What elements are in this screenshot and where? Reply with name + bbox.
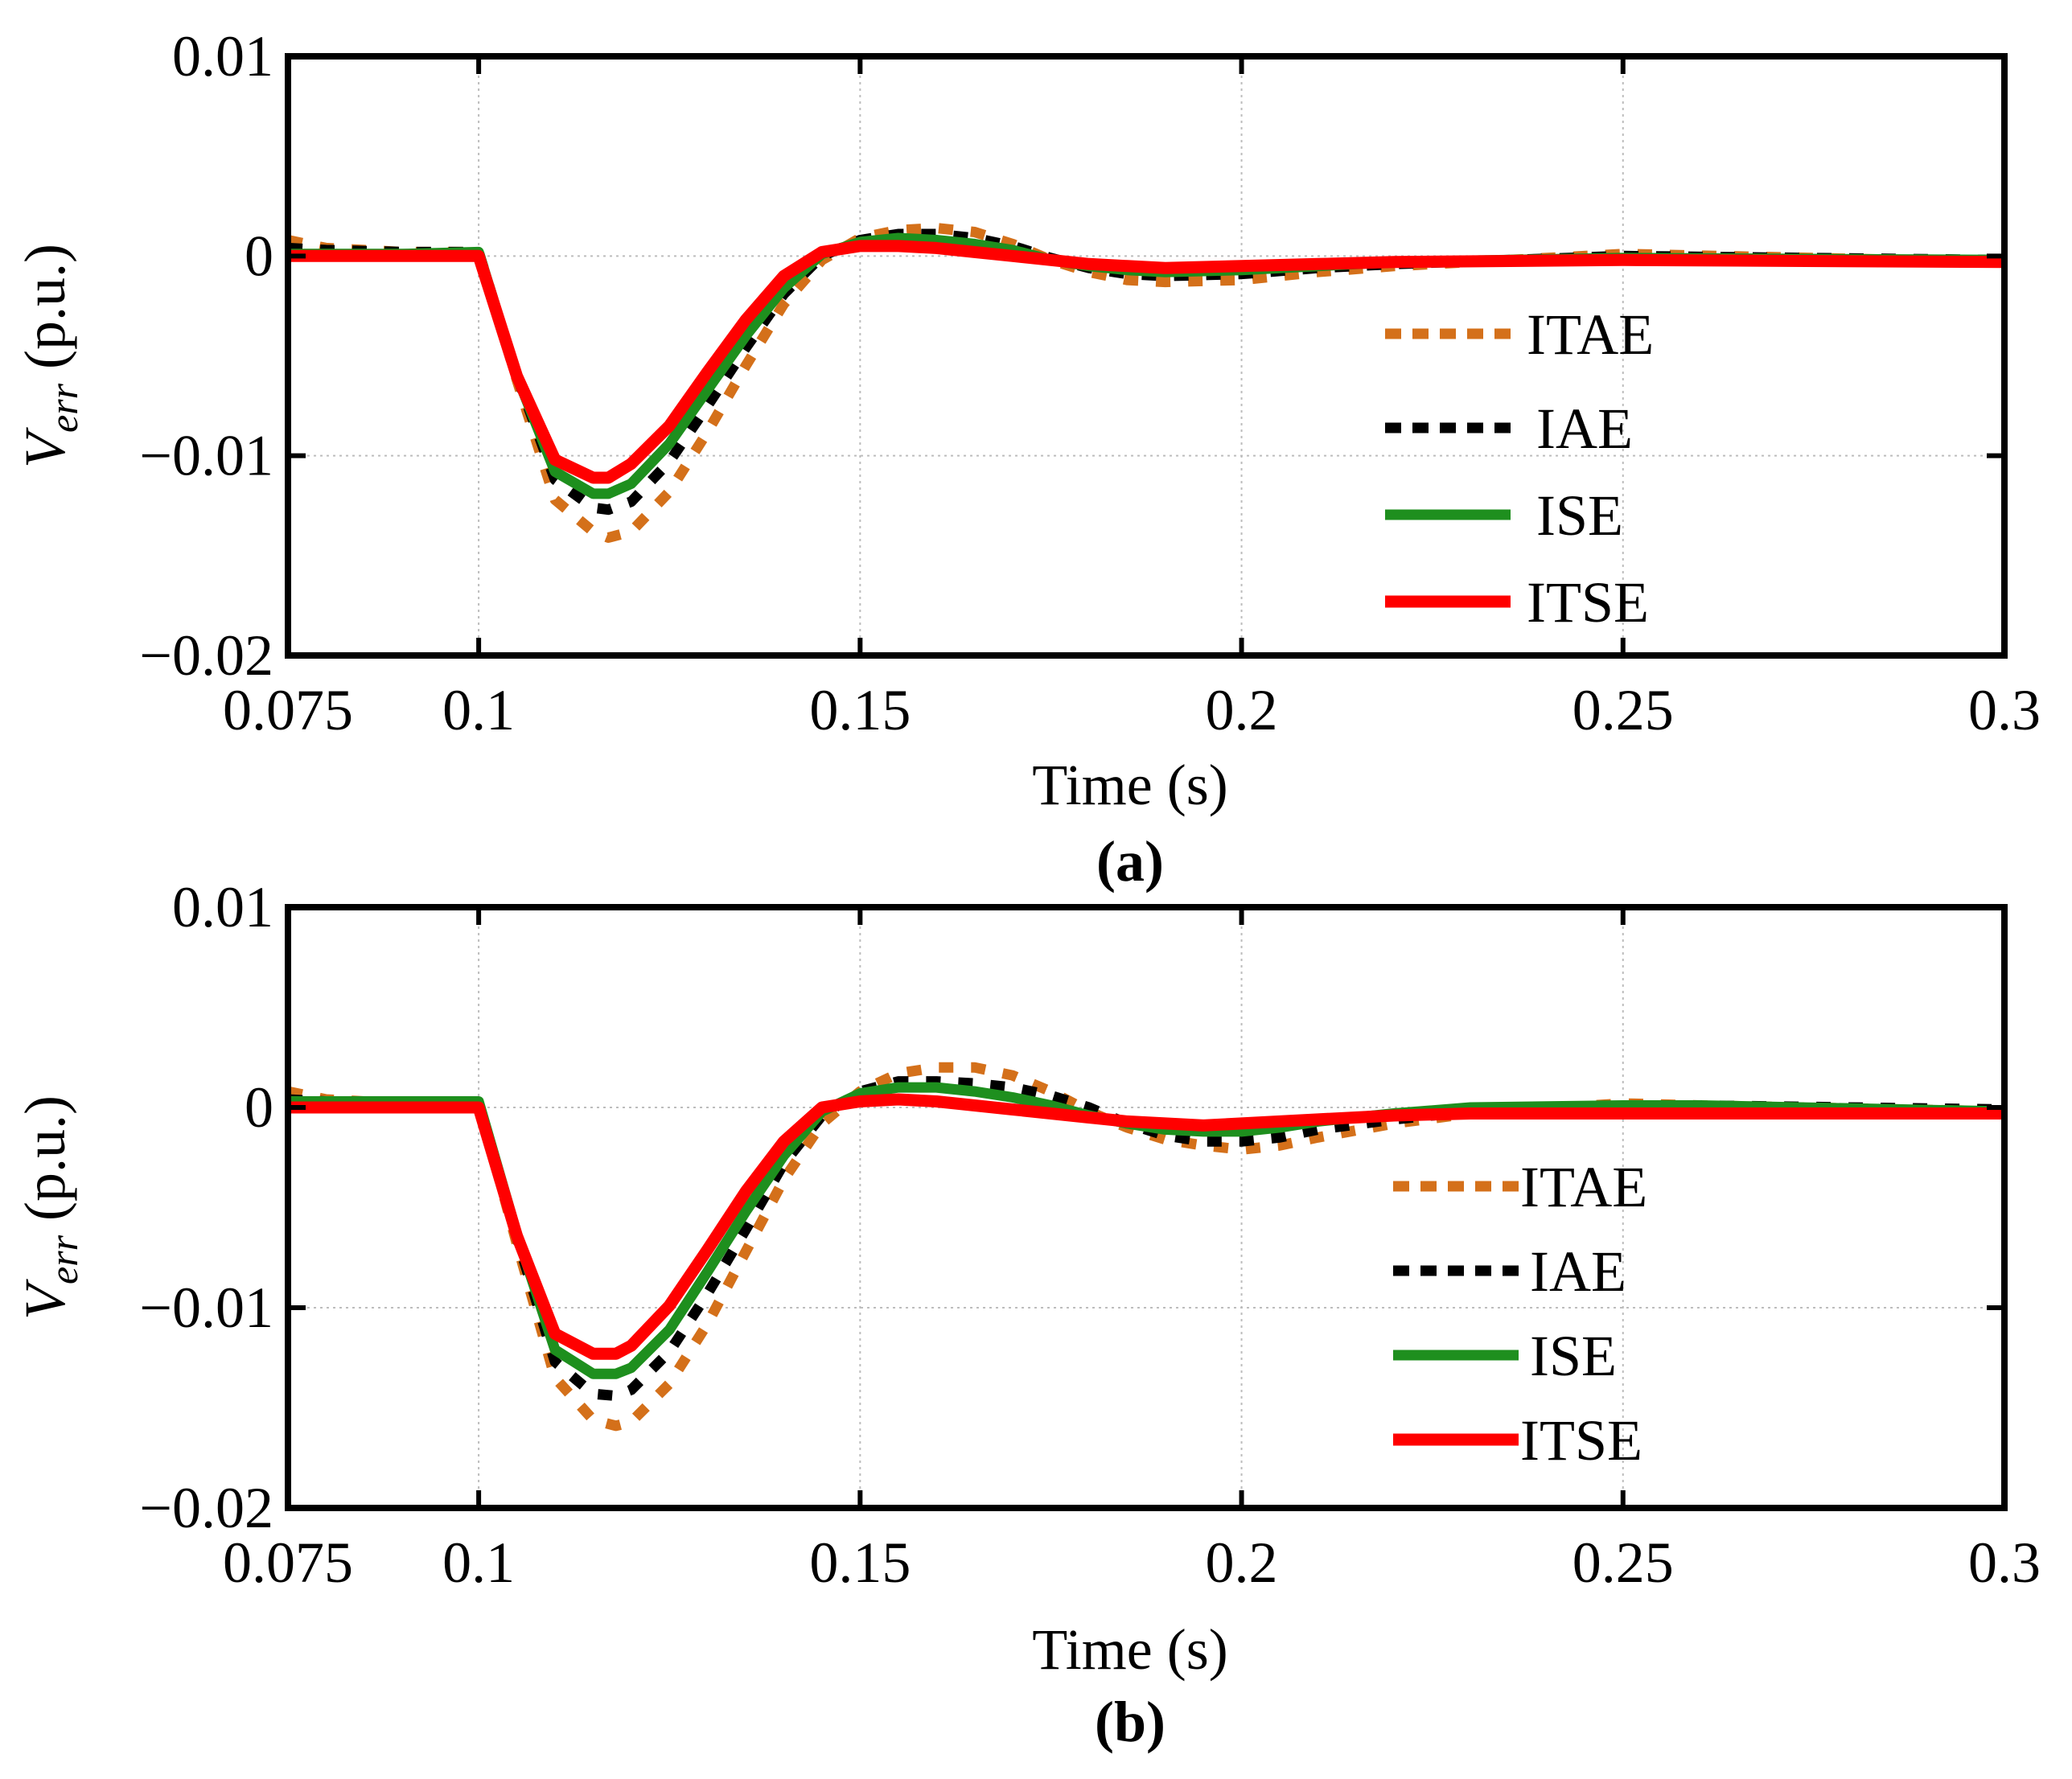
- axes-box: [285, 904, 2008, 1511]
- series-line-itse: [288, 1093, 2004, 1360]
- y-axis-label-subscript: err: [41, 1235, 86, 1284]
- y-tick-label: −0.01: [139, 1276, 273, 1340]
- x-tick-label: 0.25: [1572, 1530, 1674, 1595]
- x-tick-label: 0.1: [442, 1530, 515, 1595]
- axes-box: [285, 53, 2008, 659]
- x-tick-label: 0.2: [1206, 1530, 1278, 1595]
- panel-label: (b): [1095, 1690, 1166, 1754]
- legend-label-itse: ITSE: [1527, 570, 1649, 635]
- y-tick-label: −0.02: [139, 1476, 273, 1540]
- series-line-itse: [288, 240, 2004, 484]
- panel-a: 0.075 0.1 0.15 0.2 0.25 0.3 0.01 0 −0.01 −0.02 Tim…: [13, 24, 2041, 894]
- x-tick-label: 0.25: [1572, 678, 1674, 742]
- legend-label-iae: IAE: [1530, 1239, 1626, 1304]
- y-tick-label: 0: [245, 1075, 273, 1140]
- y-axis-label: Verr (p.u.): [13, 1095, 86, 1320]
- y-tick-label: −0.02: [139, 623, 273, 688]
- x-tick-label: 0.3: [1968, 678, 2041, 742]
- y-axis-label-main: V: [13, 1279, 77, 1320]
- legend-label-itse: ITSE: [1520, 1408, 1642, 1473]
- x-axis-label: Time (s): [1032, 753, 1227, 817]
- x-axis-label: Time (s): [1032, 1617, 1227, 1682]
- series-group: [288, 223, 2004, 543]
- legend-label-iae: IAE: [1536, 396, 1633, 461]
- legend-label-itae: ITAE: [1520, 1155, 1647, 1219]
- y-axis-label-subscript: err: [41, 383, 86, 433]
- series-line-itae: [288, 1062, 2004, 1432]
- x-tick-label: 0.15: [809, 1530, 911, 1595]
- legend-label-itae: ITAE: [1527, 302, 1654, 367]
- x-tick-label: 0.3: [1968, 1530, 2041, 1595]
- y-axis-label-main: V: [13, 427, 77, 468]
- y-tick-label: 0: [245, 224, 273, 288]
- y-axis-label-unit: (p.u.): [13, 1095, 77, 1235]
- y-axis-label: Verr (p.u.): [13, 244, 86, 468]
- panel-b: 0.075 0.1 0.15 0.2 0.25 0.3 0.01 0 −0.01 −0.02 Tim…: [13, 875, 2041, 1754]
- x-tick-label: 0.1: [442, 678, 515, 742]
- x-tick-label: 0.075: [223, 1530, 353, 1595]
- series-line-iae: [288, 1076, 2004, 1402]
- y-tick-label: 0.01: [172, 875, 273, 939]
- panel-label: (a): [1096, 829, 1164, 894]
- x-tick-label: 0.2: [1206, 678, 1278, 742]
- y-tick-label: −0.01: [139, 424, 273, 488]
- y-tick-label: 0.01: [172, 24, 273, 88]
- y-axis-label-unit: (p.u.): [13, 244, 77, 384]
- series-group: [288, 1062, 2004, 1432]
- legend-label-ise: ISE: [1530, 1324, 1617, 1388]
- legend-label-ise: ISE: [1536, 483, 1623, 548]
- x-tick-label: 0.15: [809, 678, 911, 742]
- x-tick-label: 0.075: [223, 678, 353, 742]
